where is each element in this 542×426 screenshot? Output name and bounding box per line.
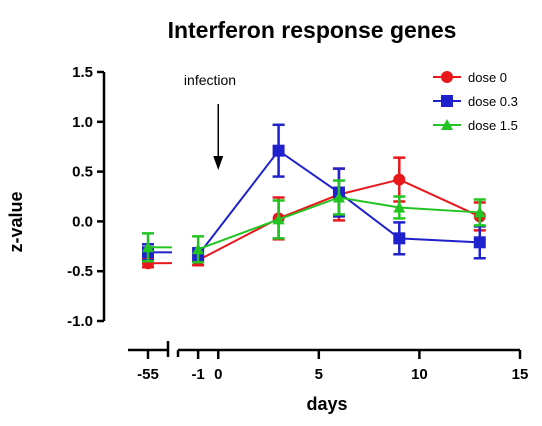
legend: dose 0 dose 0.3 dose 1.5 [433, 70, 518, 133]
annotation-arrow-head [213, 156, 224, 170]
x-tick-label: 10 [411, 366, 428, 383]
data-point [441, 95, 453, 107]
data-point [332, 191, 345, 203]
axes: 1.5 1.0 0.5 0.0 -0.5 -1.0 -55 -1 0 5 10 15 [67, 64, 528, 383]
x-tick-label: -55 [137, 366, 159, 383]
data-point [441, 71, 453, 83]
annotation-group: infection [184, 72, 236, 170]
data-point [393, 232, 406, 245]
data-point [393, 173, 406, 186]
y-tick-label: 1.0 [72, 114, 93, 131]
x-tick-label: 5 [315, 366, 323, 383]
series-dose-0-3 [142, 123, 486, 264]
data-point [272, 144, 285, 157]
data-point [393, 201, 406, 213]
data-point [473, 236, 486, 249]
x-tick-label: -1 [191, 366, 204, 383]
legend-label: dose 1.5 [468, 118, 518, 133]
y-tick-label: 0.0 [72, 213, 93, 230]
series-dose-1-5 [142, 179, 486, 264]
legend-label: dose 0 [468, 70, 507, 85]
y-tick-label: -1.0 [67, 313, 93, 330]
data-point [441, 119, 453, 130]
data-point [473, 206, 486, 218]
legend-label: dose 0.3 [468, 94, 518, 109]
data-point [142, 241, 154, 253]
y-tick-label: 1.5 [72, 64, 93, 81]
data-point [272, 213, 285, 225]
y-axis-title: z-value [6, 191, 26, 252]
x-axis-title: days [306, 394, 347, 414]
series-group [142, 123, 486, 270]
data-point [192, 243, 205, 255]
x-tick-label: 15 [512, 366, 529, 383]
y-tick-label: 0.5 [72, 164, 93, 181]
infection-annotation: infection [184, 72, 236, 88]
x-tick-label: 0 [214, 366, 222, 383]
chart-title: Interferon response genes [168, 17, 457, 43]
y-tick-label: -0.5 [67, 263, 93, 280]
